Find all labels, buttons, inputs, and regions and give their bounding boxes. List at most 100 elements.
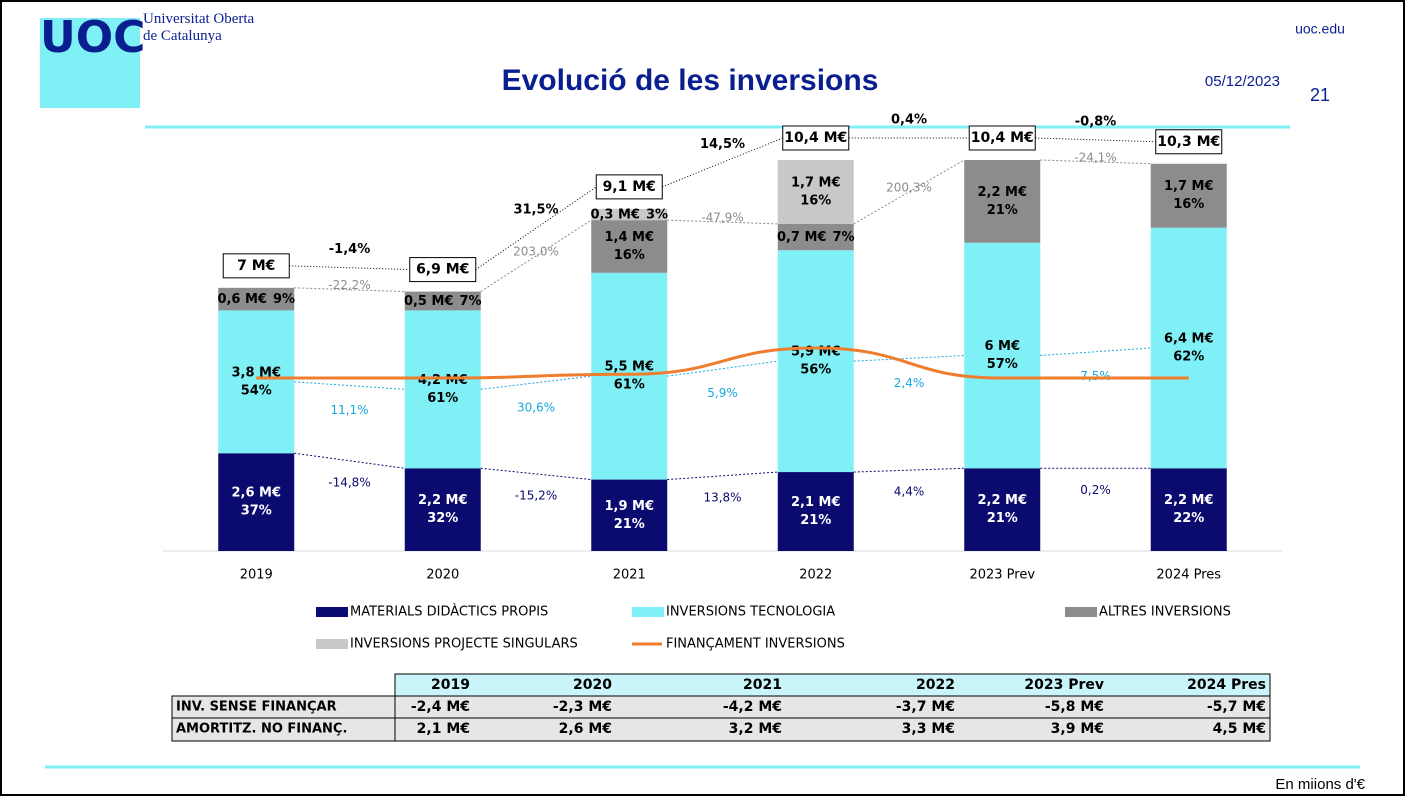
- x-tick-label: 2022: [799, 568, 832, 583]
- table-cell: 2,1 M€: [417, 721, 470, 737]
- legend-label: INVERSIONS TECNOLOGIA: [666, 605, 835, 620]
- table-cell: -5,8 M€: [1045, 699, 1104, 715]
- share-label: 21%: [987, 203, 1018, 218]
- share-label: 16%: [1173, 197, 1204, 212]
- table-cell: 3,9 M€: [1051, 721, 1104, 737]
- value-label: 1,7 M€: [1164, 179, 1214, 194]
- value-label: 5,5 M€: [604, 360, 654, 375]
- table-column-header: 2019: [431, 677, 470, 693]
- bar-segment: [404, 310, 481, 469]
- slide-title: Evolució de les inversions: [502, 64, 879, 97]
- x-tick-label: 2023 Prev: [969, 568, 1035, 583]
- value-label: 2,6 M€: [231, 486, 281, 501]
- share-label: 7%: [459, 293, 481, 308]
- legend-swatch: [316, 639, 348, 649]
- table-column-header: 2023 Prev: [1024, 677, 1104, 693]
- total-label: 7 M€: [237, 258, 275, 274]
- logo-box: [40, 18, 140, 108]
- chart: 2019 2020 2021 2022 2023 Prev 2024 Pres 2,6 M€…: [163, 113, 1282, 652]
- segment-label: 0,7 M€ 7%: [777, 230, 855, 245]
- total-growth-label: -0,8%: [1075, 114, 1116, 129]
- total-connector: [662, 137, 783, 188]
- bar-segment: [964, 242, 1041, 469]
- bar-segment: [1150, 227, 1227, 469]
- share-label: 9%: [273, 292, 295, 307]
- table-cell: 4,5 M€: [1213, 721, 1266, 737]
- value-label: 2,2 M€: [977, 493, 1027, 508]
- share-label: 21%: [987, 511, 1018, 526]
- total-box: [409, 257, 477, 283]
- segment-label: 0,3 M€ 3%: [590, 207, 668, 222]
- logo: UOC: [40, 12, 145, 63]
- legend-label: INVERSIONS PROJECTE SINGULARS: [350, 637, 578, 652]
- value-label: 6,4 M€: [1164, 331, 1214, 346]
- bar-segment: [964, 160, 1041, 243]
- value-label: 2,1 M€: [791, 495, 841, 510]
- total-label: 10,4 M€: [784, 130, 847, 146]
- university: Universitat Oberta de Catalunya: [143, 11, 255, 44]
- share-label: 21%: [614, 517, 645, 532]
- table-row-label: AMORTITZ. NO FINANÇ.: [176, 722, 347, 737]
- growth-label: -14,8%: [328, 475, 370, 489]
- x-tick-label: 2019: [240, 568, 273, 583]
- bar-segment: [218, 310, 295, 454]
- bar-segment: [964, 468, 1041, 551]
- growth-connector: [667, 471, 778, 481]
- value-label: 1,9 M€: [604, 499, 654, 514]
- value-label: 0,5 M€: [404, 293, 454, 308]
- growth-label: 4,4%: [894, 485, 925, 499]
- bar-segment: [591, 220, 668, 273]
- value-label: 2,2 M€: [418, 493, 468, 508]
- total-box: [595, 174, 663, 200]
- growth-label: 2,4%: [894, 376, 925, 390]
- total-box: [782, 125, 850, 151]
- growth-connector: [853, 467, 965, 473]
- table: 2019 2020 2021 2022 2023 Prev 2024 Pres INV. S…: [171, 673, 1271, 742]
- growth-label: 200,3%: [886, 180, 932, 194]
- growth-connector: [853, 355, 965, 362]
- total-connector: [1035, 137, 1156, 143]
- bar-segment: [1150, 163, 1227, 228]
- total-label: 10,3 M€: [1157, 134, 1220, 150]
- legend-swatch: [632, 607, 664, 617]
- bar-segment: [777, 160, 854, 224]
- share-label: 57%: [987, 357, 1018, 372]
- table-column-header: 2022: [916, 677, 955, 693]
- table-cell: -2,4 M€: [411, 699, 470, 715]
- total-label: 9,1 M€: [603, 179, 656, 195]
- growth-label: 5,9%: [707, 386, 738, 400]
- footer-note: En miions d'€: [1275, 776, 1365, 793]
- x-tick-label: 2024 Pres: [1156, 568, 1221, 583]
- legend-swatch: [316, 607, 348, 617]
- table-column-header: 2021: [743, 677, 782, 693]
- table-cell: -3,7 M€: [896, 699, 955, 715]
- total-label: 6,9 M€: [416, 262, 469, 278]
- growth-connector: [853, 159, 965, 225]
- x-tick-label: 2021: [613, 568, 646, 583]
- value-label: 1,7 M€: [791, 175, 841, 190]
- bar-segment: [591, 272, 668, 480]
- growth-label: 203,0%: [513, 244, 559, 258]
- bar-segment: [218, 453, 295, 551]
- growth-connector: [667, 360, 778, 377]
- total-label: 10,4 M€: [971, 130, 1034, 146]
- growth-connector: [480, 375, 592, 390]
- total-box: [222, 253, 290, 279]
- share-label: 54%: [241, 383, 272, 398]
- date: 05/12/2023: [1205, 73, 1280, 90]
- share-label: 62%: [1173, 349, 1204, 364]
- table-column-header: 2024 Pres: [1187, 677, 1266, 693]
- legend-label: MATERIALS DIDÀCTICS PROPIS: [350, 604, 548, 620]
- growth-connector: [667, 219, 778, 225]
- total-connector: [475, 186, 597, 270]
- table-header-bg: [394, 673, 1271, 697]
- total-connector: [289, 265, 410, 271]
- table-column-header: 2020: [573, 677, 612, 693]
- legend-label: ALTRES INVERSIONS: [1099, 605, 1231, 620]
- table-cell: 3,3 M€: [902, 721, 955, 737]
- growth-label: -24,1%: [1074, 150, 1116, 164]
- share-label: 3%: [646, 207, 668, 222]
- share-label: 21%: [800, 513, 831, 528]
- total-growth-label: -1,4%: [329, 242, 370, 257]
